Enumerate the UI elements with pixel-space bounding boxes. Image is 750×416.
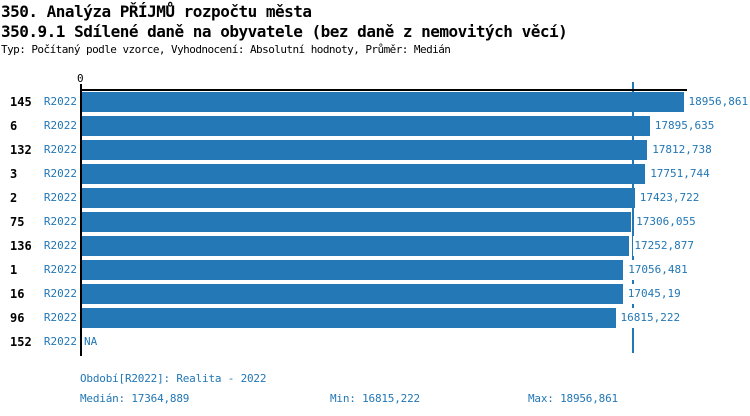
bar [82,116,650,136]
bar-value-label: NA [84,335,98,348]
row-period-label: R2022 [43,95,77,108]
median-stat: Medián: 17364,889 [80,392,190,405]
chart-row: 96 R2022 16815,222 [0,308,750,332]
bar [82,92,684,112]
bar-value-label: 17306,055 [635,212,697,232]
chart-row: 2 R2022 17423,722 [0,188,750,212]
axis-zero-label: 0 [77,72,84,85]
bar-value-label: 17895,635 [653,116,716,136]
bar [82,140,648,160]
chart-row: 6 R2022 17895,635 [0,116,750,140]
row-id-label: 152 [10,335,32,349]
median-line [631,82,634,353]
row-id-label: 3 [10,167,18,181]
bar-value-label: 17045,19 [626,284,682,304]
bar [82,164,646,184]
bar [82,188,635,208]
row-id-label: 145 [10,95,32,109]
period-legend: Období[R2022]: Realita - 2022 [80,372,267,385]
chart-row: 145 R2022 18956,861 [0,92,750,116]
bar-value-label: 17252,877 [633,236,695,256]
row-period-label: R2022 [43,215,77,228]
bar-value-label: 18956,861 [687,92,750,112]
bar [82,284,623,304]
bar [82,212,632,232]
bar-value-label: 17423,722 [638,188,701,208]
row-id-label: 132 [10,143,32,157]
report-meta-line: Typ: Počítaný podle vzorce, Vyhodnocení:… [1,43,451,56]
row-period-label: R2022 [43,167,77,180]
row-id-label: 2 [10,191,18,205]
bar [82,308,616,328]
row-id-label: 75 [10,215,25,229]
bar-value-label: 17812,738 [651,140,713,160]
row-id-label: 136 [10,239,32,253]
chart-row: 16 R2022 17045,19 [0,284,750,308]
bar-value-label: 17751,744 [649,164,711,184]
bar [82,260,624,280]
row-id-label: 1 [10,263,18,277]
chart-row: 152 R2022 NA [0,332,750,356]
chart-row: 3 R2022 17751,744 [0,164,750,188]
row-period-label: R2022 [43,263,77,276]
row-period-label: R2022 [43,311,77,324]
max-stat: Max: 18956,861 [528,392,618,405]
chart-row: 136 R2022 17252,877 [0,236,750,260]
row-period-label: R2022 [43,287,77,300]
bar-chart: 145 R2022 18956,861 6 R2022 17895,635 132 R2022… [0,82,750,356]
bar-value-label: 17056,481 [627,260,689,280]
x-axis-line [80,89,687,91]
row-period-label: R2022 [43,335,77,348]
chart-row: 1 R2022 17056,481 [0,260,750,284]
row-id-label: 6 [10,119,18,133]
row-id-label: 96 [10,311,25,325]
chart-row: 75 R2022 17306,055 [0,212,750,236]
row-period-label: R2022 [43,191,77,204]
bar-value-label: 16815,222 [619,308,682,328]
row-period-label: R2022 [43,143,77,156]
row-period-label: R2022 [43,239,77,252]
bar [82,236,630,256]
y-axis-line [80,84,82,356]
min-stat: Min: 16815,222 [330,392,420,405]
row-period-label: R2022 [43,119,77,132]
report-title: 350. Analýza PŘÍJMŮ rozpočtu města [1,2,312,21]
report-subtitle: 350.9.1 Sdílené daně na obyvatele (bez d… [1,22,568,41]
chart-row: 132 R2022 17812,738 [0,140,750,164]
row-id-label: 16 [10,287,25,301]
